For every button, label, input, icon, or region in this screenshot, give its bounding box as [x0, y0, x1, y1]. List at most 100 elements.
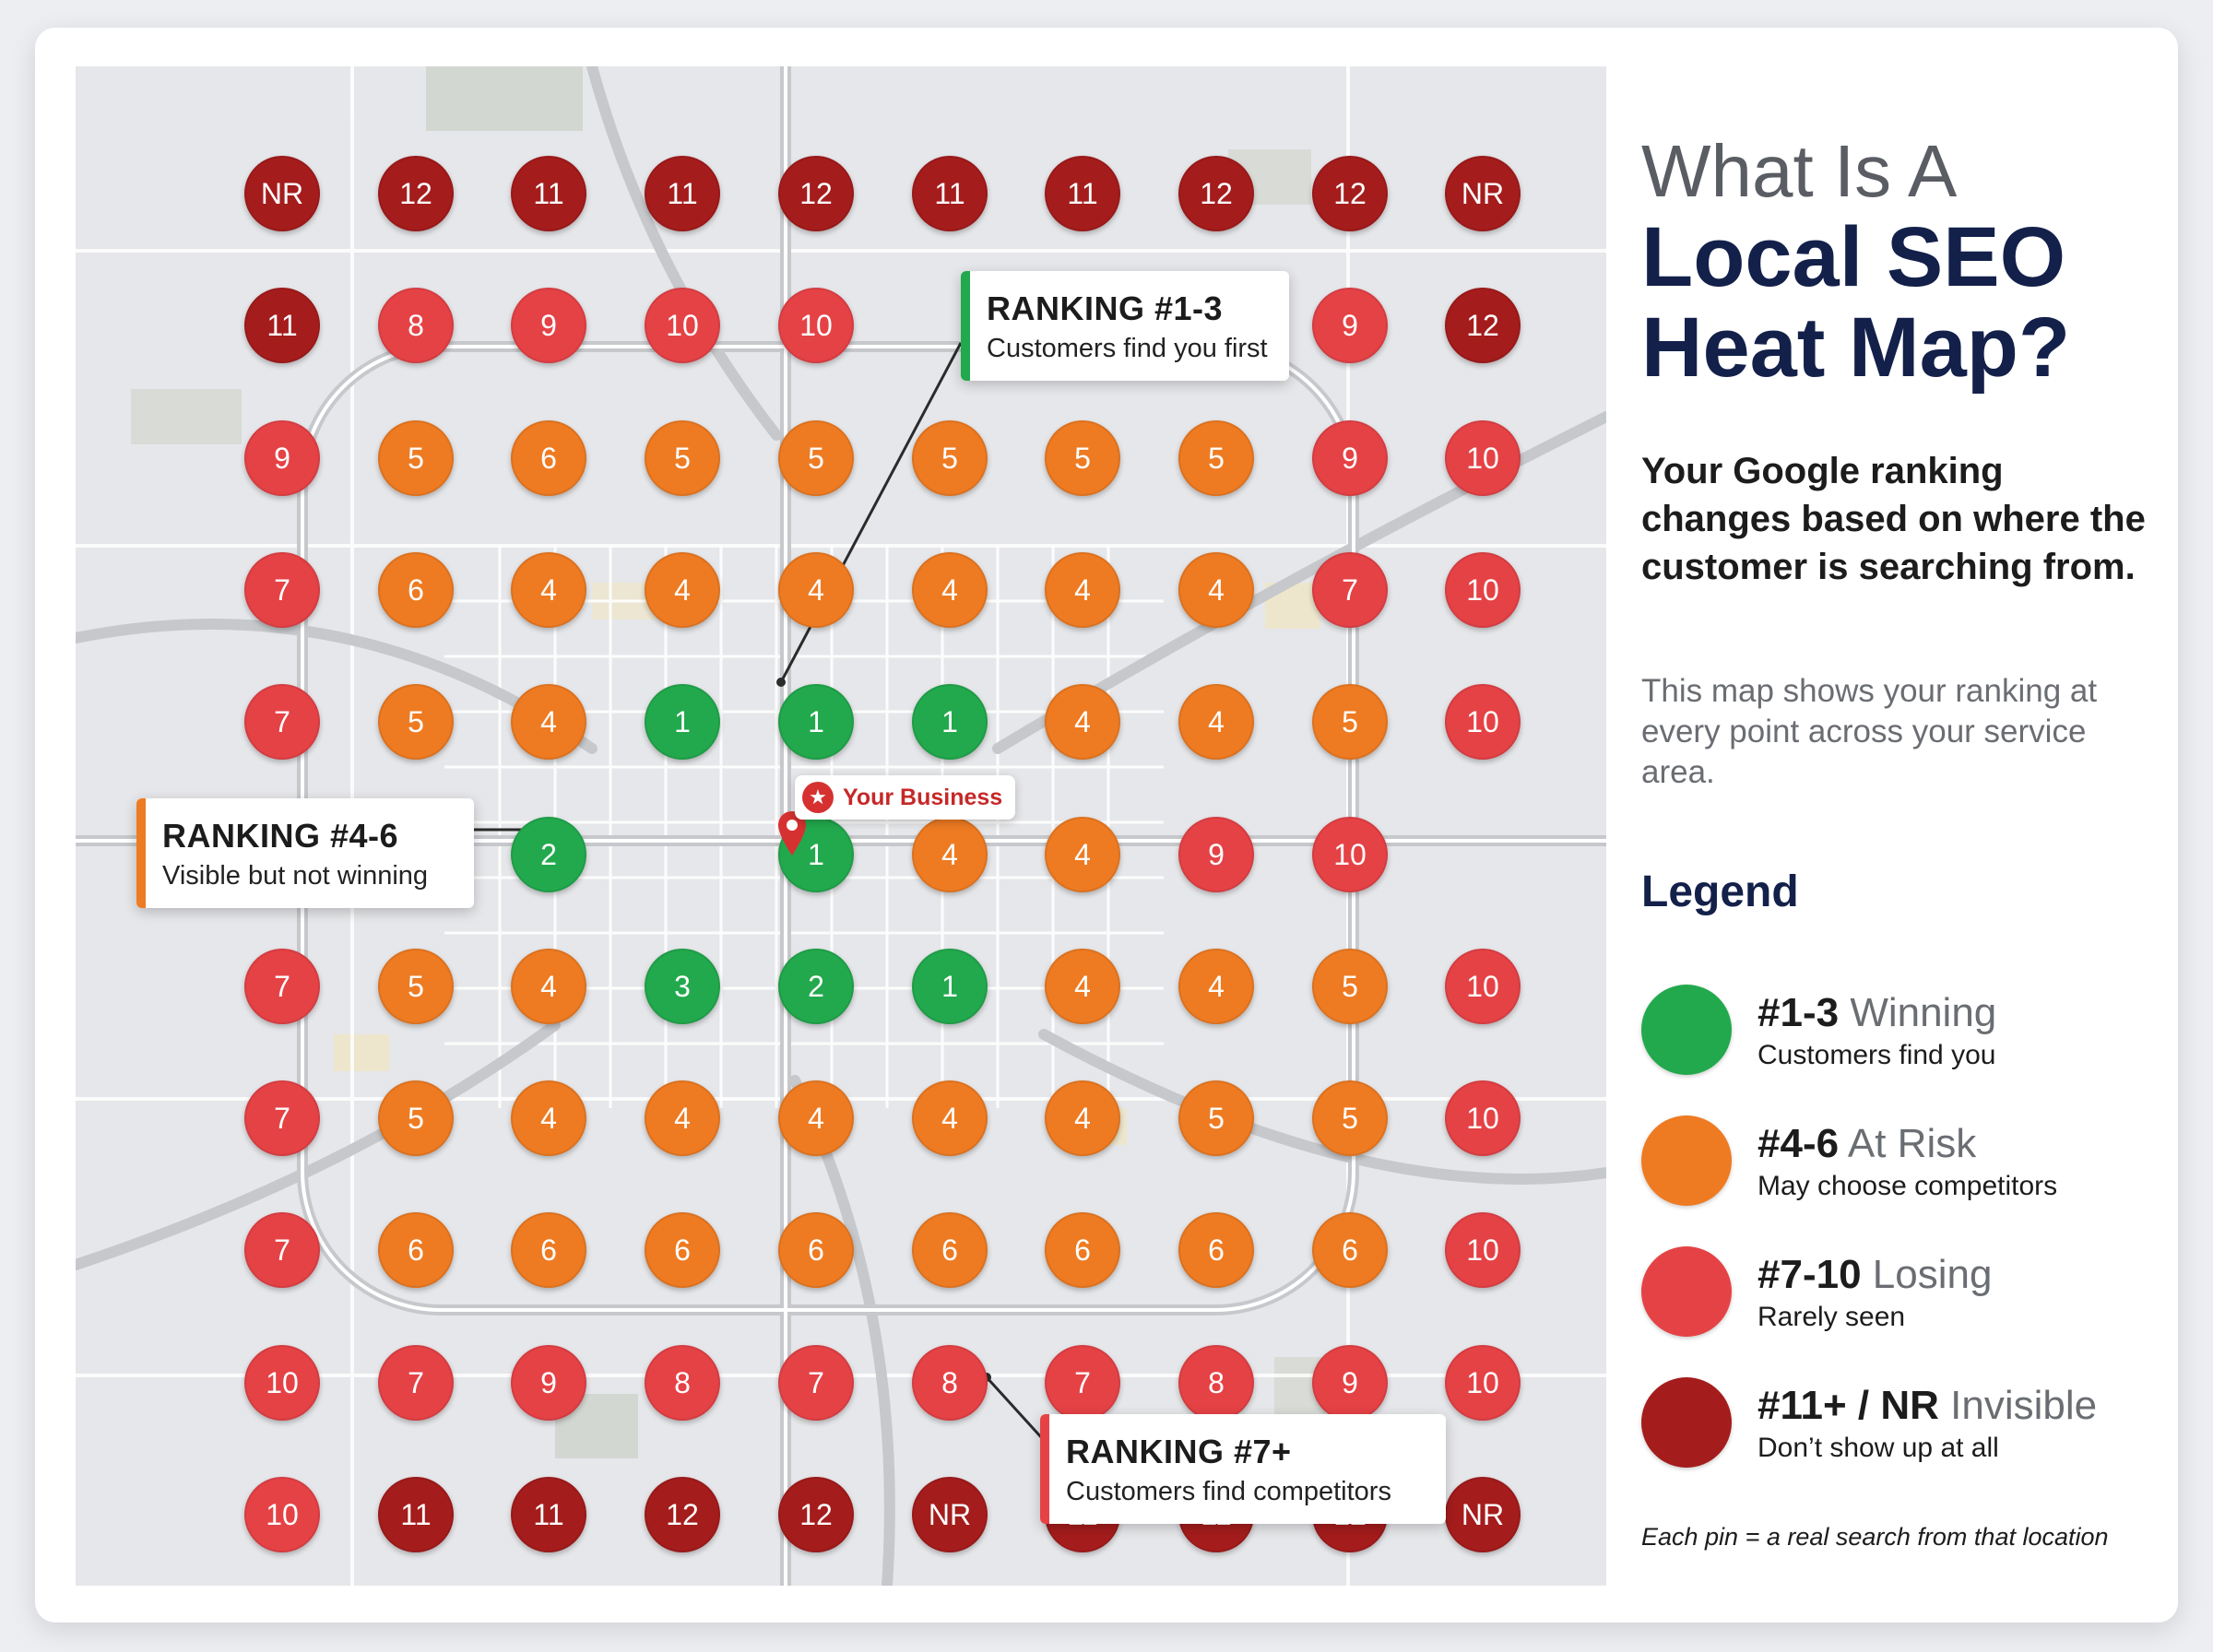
ranking-pin[interactable]: 4 — [1178, 552, 1254, 628]
ranking-pin[interactable]: 6 — [912, 1212, 988, 1288]
ranking-pin[interactable]: 1 — [645, 684, 720, 760]
ranking-pin[interactable]: 9 — [511, 1345, 586, 1421]
ranking-pin[interactable]: 7 — [1045, 1345, 1120, 1421]
ranking-pin[interactable]: NR — [1445, 1477, 1521, 1552]
ranking-pin[interactable]: 4 — [1178, 684, 1254, 760]
ranking-pin[interactable]: 4 — [511, 684, 586, 760]
ranking-pin[interactable]: 7 — [778, 1345, 854, 1421]
service-area-map[interactable]: NR 12 11 11 12 11 11 12 12 NR 11 8 9 10 10 9 12 9 5 6 5 5 5 5 5 9… — [76, 66, 1606, 1586]
ranking-pin[interactable]: 12 — [1312, 156, 1388, 231]
ranking-pin[interactable]: 4 — [778, 552, 854, 628]
ranking-pin[interactable]: NR — [244, 156, 320, 231]
ranking-pin[interactable]: 5 — [378, 684, 454, 760]
ranking-pin[interactable]: 12 — [778, 1477, 854, 1552]
your-business-label[interactable]: ★ Your Business — [795, 775, 1016, 820]
ranking-pin[interactable]: 11 — [912, 156, 988, 231]
ranking-pin[interactable]: 12 — [378, 156, 454, 231]
ranking-pin[interactable]: 10 — [1445, 1212, 1521, 1288]
ranking-pin[interactable]: 9 — [1178, 817, 1254, 892]
ranking-pin[interactable]: 4 — [511, 552, 586, 628]
ranking-pin[interactable]: 6 — [378, 1212, 454, 1288]
ranking-pin[interactable]: 7 — [378, 1345, 454, 1421]
ranking-pin[interactable]: 9 — [244, 420, 320, 496]
ranking-pin[interactable]: 4 — [912, 552, 988, 628]
ranking-pin[interactable]: 9 — [1312, 1345, 1388, 1421]
ranking-pin[interactable]: NR — [1445, 156, 1521, 231]
ranking-pin[interactable]: 4 — [1178, 949, 1254, 1024]
ranking-pin[interactable]: 3 — [645, 949, 720, 1024]
ranking-pin[interactable]: 6 — [1045, 1212, 1120, 1288]
ranking-pin[interactable]: 5 — [1312, 949, 1388, 1024]
ranking-pin[interactable]: 5 — [1178, 1080, 1254, 1156]
ranking-pin[interactable]: 1 — [912, 684, 988, 760]
ranking-pin[interactable]: 7 — [244, 1212, 320, 1288]
ranking-pin[interactable]: 10 — [1445, 552, 1521, 628]
ranking-pin[interactable]: 11 — [378, 1477, 454, 1552]
ranking-pin[interactable]: 10 — [645, 288, 720, 363]
ranking-pin[interactable]: 8 — [378, 288, 454, 363]
ranking-pin[interactable]: 7 — [244, 949, 320, 1024]
ranking-pin[interactable]: 5 — [778, 420, 854, 496]
ranking-pin[interactable]: 6 — [511, 420, 586, 496]
ranking-pin[interactable]: 12 — [1445, 288, 1521, 363]
ranking-pin[interactable]: 6 — [1178, 1212, 1254, 1288]
ranking-pin[interactable]: 4 — [511, 1080, 586, 1156]
ranking-pin[interactable]: 5 — [378, 1080, 454, 1156]
ranking-pin[interactable]: 4 — [912, 1080, 988, 1156]
ranking-pin[interactable]: 6 — [645, 1212, 720, 1288]
ranking-pin[interactable]: 5 — [378, 949, 454, 1024]
ranking-pin[interactable]: 11 — [244, 288, 320, 363]
ranking-pin[interactable]: 6 — [778, 1212, 854, 1288]
ranking-pin[interactable]: 5 — [1312, 684, 1388, 760]
ranking-pin[interactable]: 10 — [1445, 684, 1521, 760]
ranking-pin[interactable]: 8 — [645, 1345, 720, 1421]
ranking-pin[interactable]: 9 — [1312, 288, 1388, 363]
ranking-pin[interactable]: 11 — [1045, 156, 1120, 231]
ranking-pin[interactable]: 10 — [1445, 1345, 1521, 1421]
ranking-pin[interactable]: 4 — [1045, 817, 1120, 892]
ranking-pin[interactable]: 12 — [778, 156, 854, 231]
ranking-pin[interactable]: 12 — [645, 1477, 720, 1552]
ranking-pin[interactable]: 10 — [1445, 1080, 1521, 1156]
ranking-pin[interactable]: 5 — [912, 420, 988, 496]
ranking-pin[interactable]: 10 — [1312, 817, 1388, 892]
ranking-pin[interactable]: 6 — [1312, 1212, 1388, 1288]
ranking-pin[interactable]: 4 — [645, 552, 720, 628]
ranking-pin[interactable]: 5 — [378, 420, 454, 496]
ranking-pin[interactable]: 7 — [244, 552, 320, 628]
ranking-pin[interactable]: 10 — [244, 1477, 320, 1552]
ranking-pin[interactable]: 11 — [511, 1477, 586, 1552]
ranking-pin[interactable]: 4 — [511, 949, 586, 1024]
ranking-pin[interactable]: 5 — [645, 420, 720, 496]
ranking-pin[interactable]: 8 — [1178, 1345, 1254, 1421]
ranking-pin[interactable]: 10 — [1445, 949, 1521, 1024]
ranking-pin[interactable]: 10 — [1445, 420, 1521, 496]
ranking-pin[interactable]: 5 — [1312, 1080, 1388, 1156]
ranking-pin[interactable]: 2 — [778, 949, 854, 1024]
ranking-pin[interactable]: 7 — [244, 684, 320, 760]
ranking-pin[interactable]: 10 — [778, 288, 854, 363]
ranking-pin[interactable]: 4 — [1045, 552, 1120, 628]
ranking-pin[interactable]: 6 — [511, 1212, 586, 1288]
ranking-pin[interactable]: 9 — [511, 288, 586, 363]
ranking-pin[interactable]: 4 — [1045, 949, 1120, 1024]
ranking-pin[interactable]: 4 — [778, 1080, 854, 1156]
ranking-pin[interactable]: 7 — [244, 1080, 320, 1156]
ranking-pin[interactable]: 4 — [1045, 1080, 1120, 1156]
ranking-pin[interactable]: 5 — [1045, 420, 1120, 496]
ranking-pin[interactable]: 11 — [511, 156, 586, 231]
ranking-pin[interactable]: 6 — [378, 552, 454, 628]
ranking-pin[interactable]: 11 — [645, 156, 720, 231]
ranking-pin[interactable]: 1 — [778, 684, 854, 760]
ranking-pin[interactable]: 7 — [1312, 552, 1388, 628]
ranking-pin[interactable]: 5 — [1178, 420, 1254, 496]
ranking-pin[interactable]: 4 — [1045, 684, 1120, 760]
ranking-pin[interactable]: 10 — [244, 1345, 320, 1421]
ranking-pin[interactable]: 4 — [645, 1080, 720, 1156]
ranking-pin[interactable]: NR — [912, 1477, 988, 1552]
ranking-pin[interactable]: 1 — [912, 949, 988, 1024]
ranking-pin[interactable]: 9 — [1312, 420, 1388, 496]
ranking-pin[interactable]: 4 — [912, 817, 988, 892]
ranking-pin[interactable]: 12 — [1178, 156, 1254, 231]
ranking-pin[interactable]: 8 — [912, 1345, 988, 1421]
